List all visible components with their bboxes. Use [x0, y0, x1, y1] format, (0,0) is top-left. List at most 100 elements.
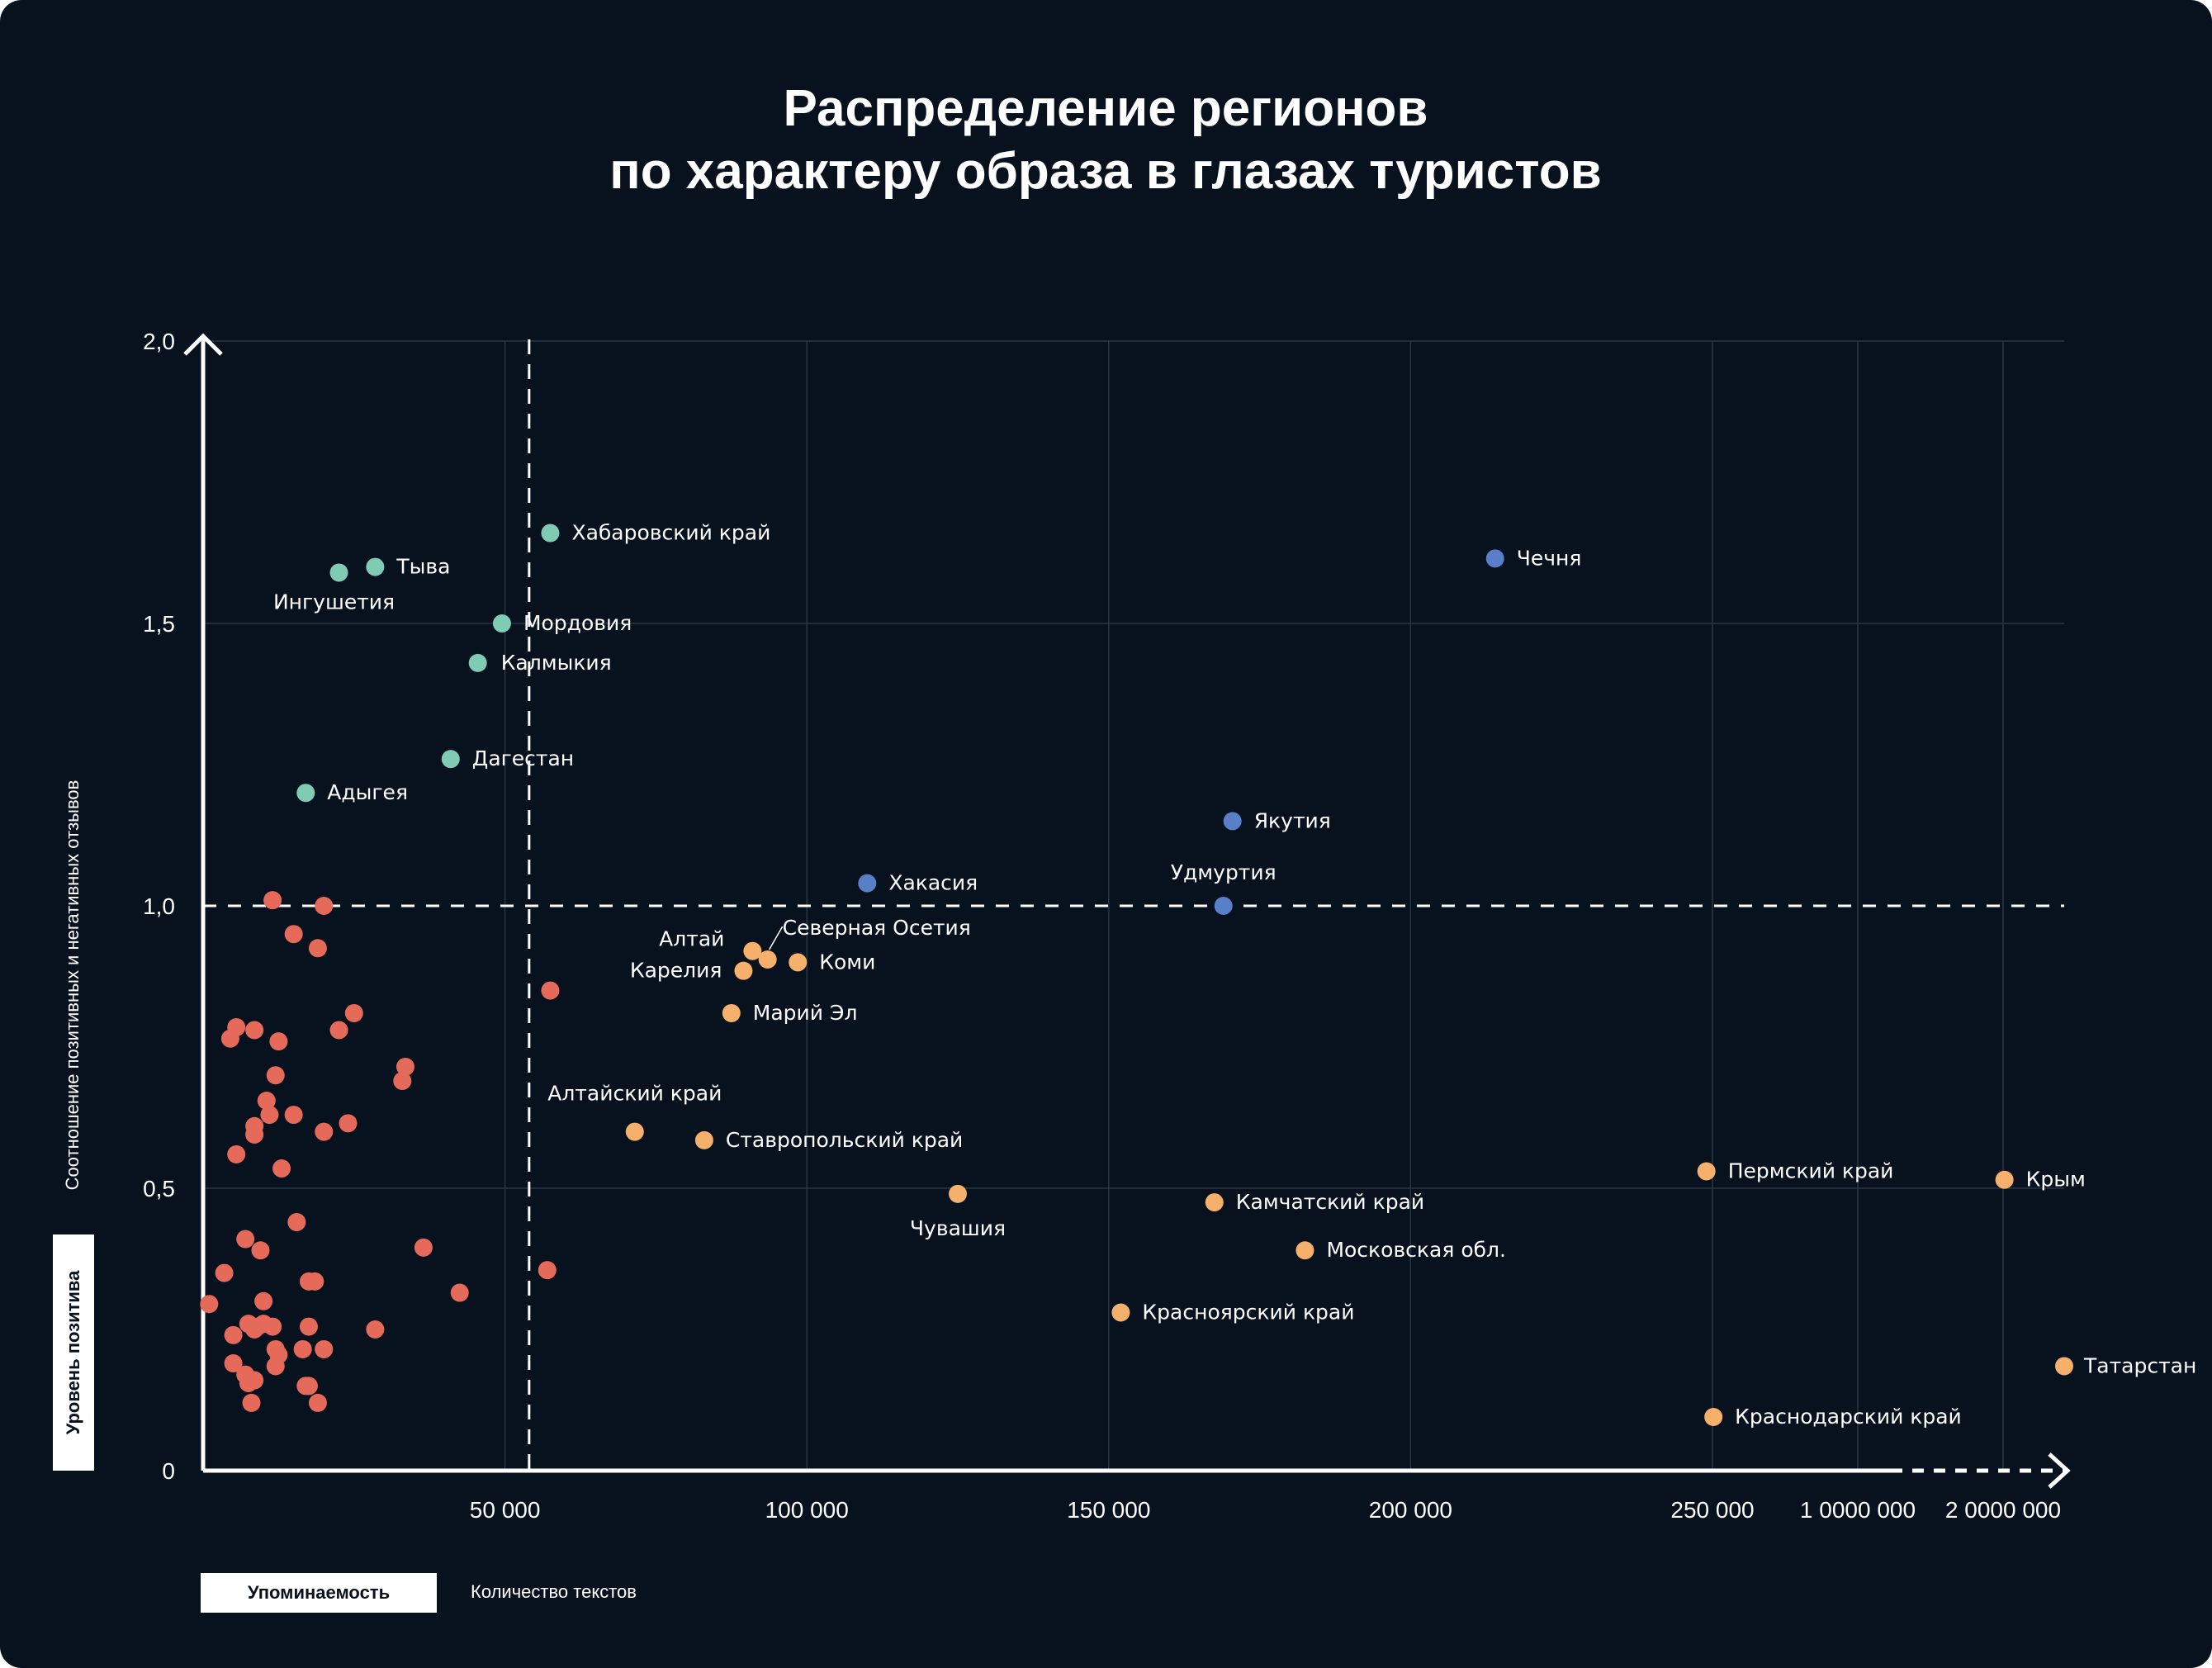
data-point-red	[272, 1159, 291, 1178]
data-point-red	[254, 1291, 273, 1310]
point-label: Якутия	[1254, 808, 1331, 832]
x-tick-label: 250 000	[1670, 1497, 1754, 1523]
point-label: Камчатский край	[1236, 1190, 1424, 1214]
point-label: Калмыкия	[501, 651, 612, 675]
data-point-red	[220, 1029, 239, 1048]
y-tick-label: 2,0	[143, 329, 175, 354]
data-point-red	[224, 1325, 243, 1344]
point-label: Краснодарский край	[1735, 1405, 1962, 1429]
data-point-red	[306, 1272, 324, 1291]
data-point-teal	[441, 750, 460, 769]
data-point-red	[293, 1339, 312, 1358]
data-point-teal	[492, 614, 511, 633]
data-point-teal	[366, 557, 385, 576]
data-point-red	[344, 1003, 363, 1022]
data-point-red	[236, 1230, 255, 1249]
data-point-red	[215, 1263, 234, 1282]
y-tick-label: 1,0	[143, 893, 175, 919]
data-point-orange	[694, 1130, 713, 1149]
data-point-red	[393, 1072, 412, 1091]
data-point-teal	[468, 653, 487, 672]
data-point-red	[245, 1125, 264, 1144]
data-point-red	[263, 1317, 282, 1336]
data-points	[200, 524, 2073, 1427]
data-point-red	[299, 1377, 318, 1396]
threshold-lines	[203, 339, 2064, 1471]
y-tick-label: 1,5	[143, 611, 175, 637]
point-label: Тыва	[396, 555, 450, 579]
point-label: Карелия	[630, 959, 722, 983]
data-point-orange	[743, 941, 762, 960]
axes	[183, 333, 2071, 1489]
data-point-red	[266, 1357, 285, 1376]
point-label: Крым	[2026, 1168, 2086, 1192]
leader-line	[769, 926, 784, 950]
point-label: Красноярский край	[1142, 1300, 1354, 1324]
data-point-red	[245, 1021, 264, 1040]
data-point-red	[251, 1241, 270, 1260]
data-point-orange	[1995, 1170, 2014, 1189]
point-label: Московская обл.	[1326, 1238, 1506, 1262]
data-point-orange	[1295, 1241, 1314, 1260]
point-label: Коми	[819, 950, 875, 974]
data-point-orange	[625, 1122, 644, 1141]
data-point-orange	[1704, 1408, 1723, 1427]
data-point-red	[299, 1317, 318, 1336]
point-label: Алтайский край	[547, 1082, 722, 1106]
x-axis-label: Количество текстов	[471, 1581, 637, 1602]
y-tick-label: 0,5	[143, 1176, 175, 1201]
point-label: Удмуртия	[1171, 860, 1277, 884]
point-label: Татарстан	[2083, 1353, 2196, 1377]
data-point-red	[266, 1066, 285, 1085]
data-point-teal	[541, 524, 560, 543]
x-tick-label: 2 0000 000	[1945, 1497, 2061, 1523]
data-point-red	[329, 1021, 348, 1040]
point-label: Адыгея	[327, 780, 408, 804]
x-axis-arrow-icon	[2048, 1452, 2071, 1489]
x-tick-labels: 50 000 100 000 150 000 200 000 250 000 1 0000…	[470, 1497, 2061, 1523]
point-label: Алтай	[659, 927, 724, 951]
data-point-red	[538, 1261, 557, 1280]
data-point-red	[287, 1213, 306, 1232]
data-point-orange	[722, 1003, 741, 1022]
data-point-teal	[296, 784, 315, 803]
data-point-red	[450, 1283, 469, 1302]
point-label: Хабаровский край	[571, 521, 770, 545]
chart-title-line-2: по характеру образа в глазах туристов	[609, 143, 1602, 200]
point-label: Северная Осетия	[783, 916, 971, 940]
data-point-orange	[1111, 1303, 1130, 1322]
data-point-red	[308, 939, 327, 958]
y-axis-label: Соотношение позитивных и негативных отзы…	[62, 780, 83, 1191]
point-label: Мордовия	[523, 611, 632, 635]
point-label: Ставропольский край	[726, 1128, 963, 1152]
data-point-red	[366, 1320, 385, 1339]
data-point-orange	[1697, 1162, 1716, 1181]
data-point-orange	[949, 1184, 967, 1203]
data-point-blue	[1214, 897, 1233, 915]
data-point-red	[308, 1393, 327, 1412]
point-label: Хакасия	[888, 871, 978, 895]
x-tick-label: 50 000	[470, 1497, 541, 1523]
data-point-red	[339, 1114, 358, 1133]
data-point-blue	[1485, 549, 1504, 568]
data-point-red	[284, 1106, 303, 1125]
y-tick-label: 0	[162, 1458, 175, 1484]
x-tick-label: 100 000	[765, 1497, 849, 1523]
data-point-red	[396, 1057, 414, 1076]
x-axis-box	[201, 1573, 437, 1613]
data-point-blue	[858, 874, 877, 893]
y-axis-box	[53, 1234, 94, 1471]
chart-title-line-1: Распределение регионов	[783, 80, 1428, 137]
x-axis-box-label: Упоминаемость	[248, 1582, 390, 1603]
point-label: Дагестан	[472, 746, 574, 770]
data-point-red	[541, 981, 560, 1000]
data-point-orange	[734, 961, 753, 980]
data-point-orange	[758, 950, 777, 969]
data-point-red	[315, 1122, 334, 1141]
data-point-red	[239, 1373, 258, 1392]
x-tick-label: 150 000	[1067, 1497, 1150, 1523]
point-label: Ингушетия	[273, 590, 395, 614]
data-point-red	[227, 1144, 246, 1163]
